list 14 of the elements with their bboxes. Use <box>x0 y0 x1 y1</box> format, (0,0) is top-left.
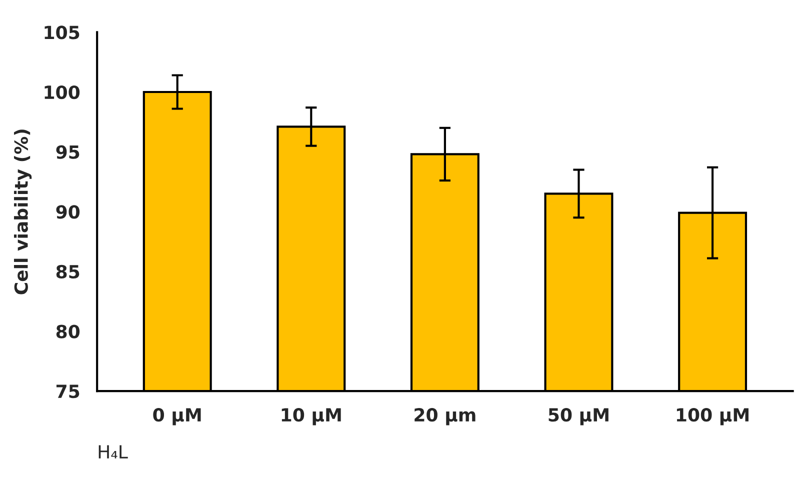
x-tick-label: 0 μM <box>153 408 201 426</box>
y-tick-label: 90 <box>56 205 80 219</box>
x-tick-label: 20 μm <box>414 408 476 426</box>
y-axis-title: Cell viability (%) <box>14 130 32 294</box>
x-axis-title: H₄L <box>98 445 128 458</box>
y-tick-label: 85 <box>56 264 80 279</box>
y-tick-label: 105 <box>44 26 80 40</box>
x-tick-label: 100 μM <box>676 408 748 426</box>
y-tick-label: 100 <box>44 85 80 100</box>
x-tick-label: 50 μM <box>548 408 608 426</box>
y-tick-label: 75 <box>56 384 80 398</box>
x-tick-label: 10 μM <box>282 408 341 426</box>
y-tick-label: 95 <box>56 145 80 159</box>
y-tick-label: 80 <box>56 324 80 338</box>
